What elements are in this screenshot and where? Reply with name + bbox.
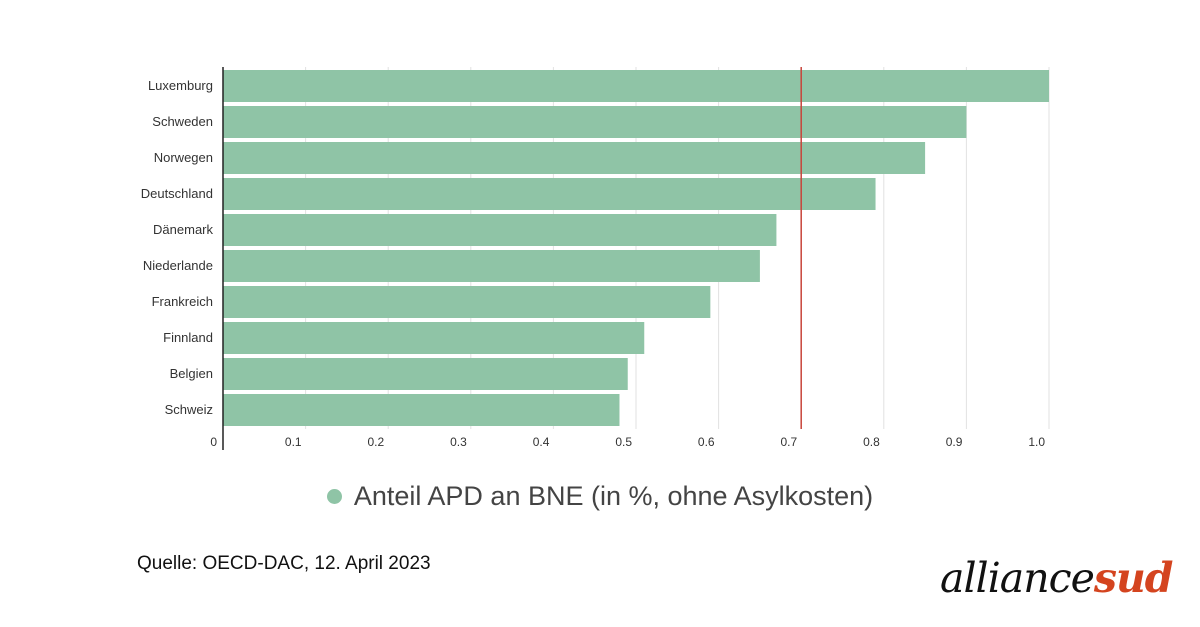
category-label: Dänemark (153, 222, 213, 237)
category-label: Belgien (170, 366, 213, 381)
bar (223, 178, 876, 210)
bar (223, 286, 711, 318)
category-label: Finnland (163, 330, 213, 345)
bar (223, 106, 967, 138)
chart-legend: Anteil APD an BNE (in %, ohne Asylkosten… (0, 476, 1200, 516)
category-label: Schweiz (165, 402, 213, 417)
source-note: Quelle: OECD-DAC, 12. April 2023 (137, 553, 431, 574)
x-tick-label: 0.1 (285, 435, 302, 449)
x-tick-label: 0.6 (698, 435, 715, 449)
legend-swatch (326, 488, 342, 504)
x-tick-label: 0.4 (533, 435, 550, 449)
legend-label: Anteil APD an BNE (in %, ohne Asylkosten… (353, 480, 874, 511)
alliance-sud-logo: alliancesud (940, 553, 1174, 603)
category-label: Luxemburg (148, 78, 213, 93)
x-tick-label: 1.0 (1028, 435, 1045, 449)
logo-text-sud: sud (1093, 554, 1174, 602)
bar (223, 358, 628, 390)
x-tick-label: 0.7 (781, 435, 798, 449)
x-tick-label: 0 (210, 435, 217, 449)
x-tick-label: 0.2 (368, 435, 385, 449)
category-label: Schweden (152, 114, 213, 129)
category-label: Niederlande (143, 258, 213, 273)
x-tick-label: 0.3 (450, 435, 467, 449)
bar (223, 214, 777, 246)
bar (223, 142, 926, 174)
bar (223, 322, 645, 354)
category-label: Norwegen (154, 150, 213, 165)
bar-chart: Luxemburg Schweden Norwegen Deutschland Däne… (141, 67, 1050, 450)
x-tick-label: 0.5 (615, 435, 632, 449)
x-tick-label: 0.8 (863, 435, 880, 449)
bar (223, 70, 1049, 102)
category-label: Deutschland (141, 186, 213, 201)
x-tick-label: 0.9 (946, 435, 963, 449)
logo-text-alliance: alliance (940, 554, 1095, 602)
category-label: Frankreich (152, 294, 213, 309)
bar (223, 394, 620, 426)
bar (223, 250, 760, 282)
